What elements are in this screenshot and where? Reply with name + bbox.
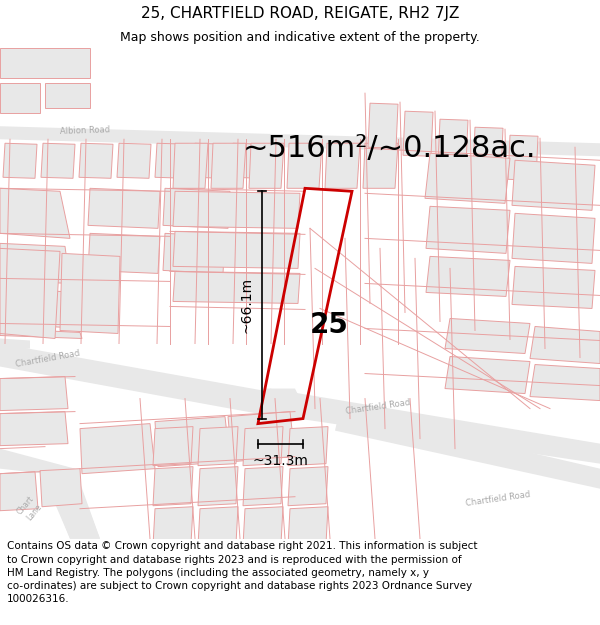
Text: Chart
Lane: Chart Lane bbox=[16, 494, 44, 523]
Polygon shape bbox=[0, 449, 100, 539]
Polygon shape bbox=[3, 143, 37, 178]
Polygon shape bbox=[88, 233, 160, 273]
Text: 25, CHARTFIELD ROAD, REIGATE, RH2 7JZ: 25, CHARTFIELD ROAD, REIGATE, RH2 7JZ bbox=[141, 6, 459, 21]
Polygon shape bbox=[173, 231, 300, 268]
Polygon shape bbox=[243, 507, 283, 546]
Polygon shape bbox=[198, 507, 238, 546]
Polygon shape bbox=[438, 119, 468, 164]
Polygon shape bbox=[530, 326, 600, 364]
Polygon shape bbox=[473, 127, 503, 172]
Text: ~516m²/~0.128ac.: ~516m²/~0.128ac. bbox=[243, 134, 537, 162]
Polygon shape bbox=[79, 143, 113, 178]
Polygon shape bbox=[243, 427, 283, 466]
Polygon shape bbox=[512, 266, 595, 309]
Polygon shape bbox=[530, 364, 600, 401]
Polygon shape bbox=[163, 233, 225, 273]
Polygon shape bbox=[0, 412, 68, 446]
Polygon shape bbox=[40, 469, 82, 507]
Polygon shape bbox=[288, 427, 328, 466]
Polygon shape bbox=[80, 424, 155, 474]
Polygon shape bbox=[88, 188, 160, 228]
Polygon shape bbox=[335, 409, 600, 489]
Polygon shape bbox=[45, 83, 90, 108]
Polygon shape bbox=[198, 467, 238, 506]
Polygon shape bbox=[0, 188, 70, 238]
Polygon shape bbox=[0, 83, 40, 113]
Polygon shape bbox=[40, 469, 100, 539]
Polygon shape bbox=[60, 253, 120, 334]
Text: Chartfield Road: Chartfield Road bbox=[465, 490, 531, 508]
Polygon shape bbox=[0, 339, 30, 351]
Polygon shape bbox=[512, 213, 595, 263]
Polygon shape bbox=[508, 135, 538, 180]
Polygon shape bbox=[243, 467, 283, 506]
Polygon shape bbox=[325, 143, 360, 188]
Polygon shape bbox=[0, 243, 70, 283]
Text: Map shows position and indicative extent of the property.: Map shows position and indicative extent… bbox=[120, 31, 480, 44]
Polygon shape bbox=[249, 143, 284, 188]
Polygon shape bbox=[288, 467, 328, 506]
Polygon shape bbox=[173, 191, 300, 228]
Polygon shape bbox=[155, 417, 230, 467]
Polygon shape bbox=[41, 143, 75, 178]
Polygon shape bbox=[0, 344, 285, 419]
Polygon shape bbox=[512, 160, 595, 211]
Polygon shape bbox=[368, 103, 398, 148]
Polygon shape bbox=[426, 256, 510, 296]
Polygon shape bbox=[265, 389, 600, 464]
Polygon shape bbox=[198, 427, 238, 466]
Polygon shape bbox=[0, 288, 82, 329]
Polygon shape bbox=[287, 143, 322, 188]
Polygon shape bbox=[288, 507, 328, 546]
Polygon shape bbox=[155, 143, 189, 178]
Polygon shape bbox=[445, 319, 530, 354]
Text: ~66.1m: ~66.1m bbox=[240, 277, 254, 333]
Polygon shape bbox=[153, 467, 193, 506]
Polygon shape bbox=[425, 153, 510, 203]
Text: Chartfield Road: Chartfield Road bbox=[15, 348, 81, 369]
Polygon shape bbox=[0, 329, 82, 339]
Polygon shape bbox=[403, 111, 433, 156]
Polygon shape bbox=[193, 143, 227, 178]
Text: Contains OS data © Crown copyright and database right 2021. This information is : Contains OS data © Crown copyright and d… bbox=[7, 541, 478, 604]
Polygon shape bbox=[117, 143, 151, 178]
Polygon shape bbox=[231, 143, 265, 178]
Text: ~31.3m: ~31.3m bbox=[253, 454, 308, 468]
Polygon shape bbox=[0, 248, 60, 339]
Polygon shape bbox=[0, 126, 600, 156]
Polygon shape bbox=[265, 389, 310, 424]
Polygon shape bbox=[163, 188, 230, 228]
Polygon shape bbox=[153, 427, 193, 466]
Polygon shape bbox=[211, 143, 246, 188]
Polygon shape bbox=[0, 376, 68, 411]
Text: Albion Road: Albion Road bbox=[60, 125, 110, 136]
Polygon shape bbox=[0, 472, 38, 511]
Polygon shape bbox=[173, 143, 208, 188]
Text: Chartfield Road: Chartfield Road bbox=[345, 398, 411, 416]
Polygon shape bbox=[228, 412, 295, 462]
Polygon shape bbox=[445, 356, 530, 394]
Polygon shape bbox=[173, 271, 300, 304]
Text: 25: 25 bbox=[310, 311, 349, 339]
Polygon shape bbox=[363, 143, 398, 188]
Polygon shape bbox=[153, 507, 193, 546]
Polygon shape bbox=[0, 48, 90, 78]
Polygon shape bbox=[426, 206, 510, 253]
